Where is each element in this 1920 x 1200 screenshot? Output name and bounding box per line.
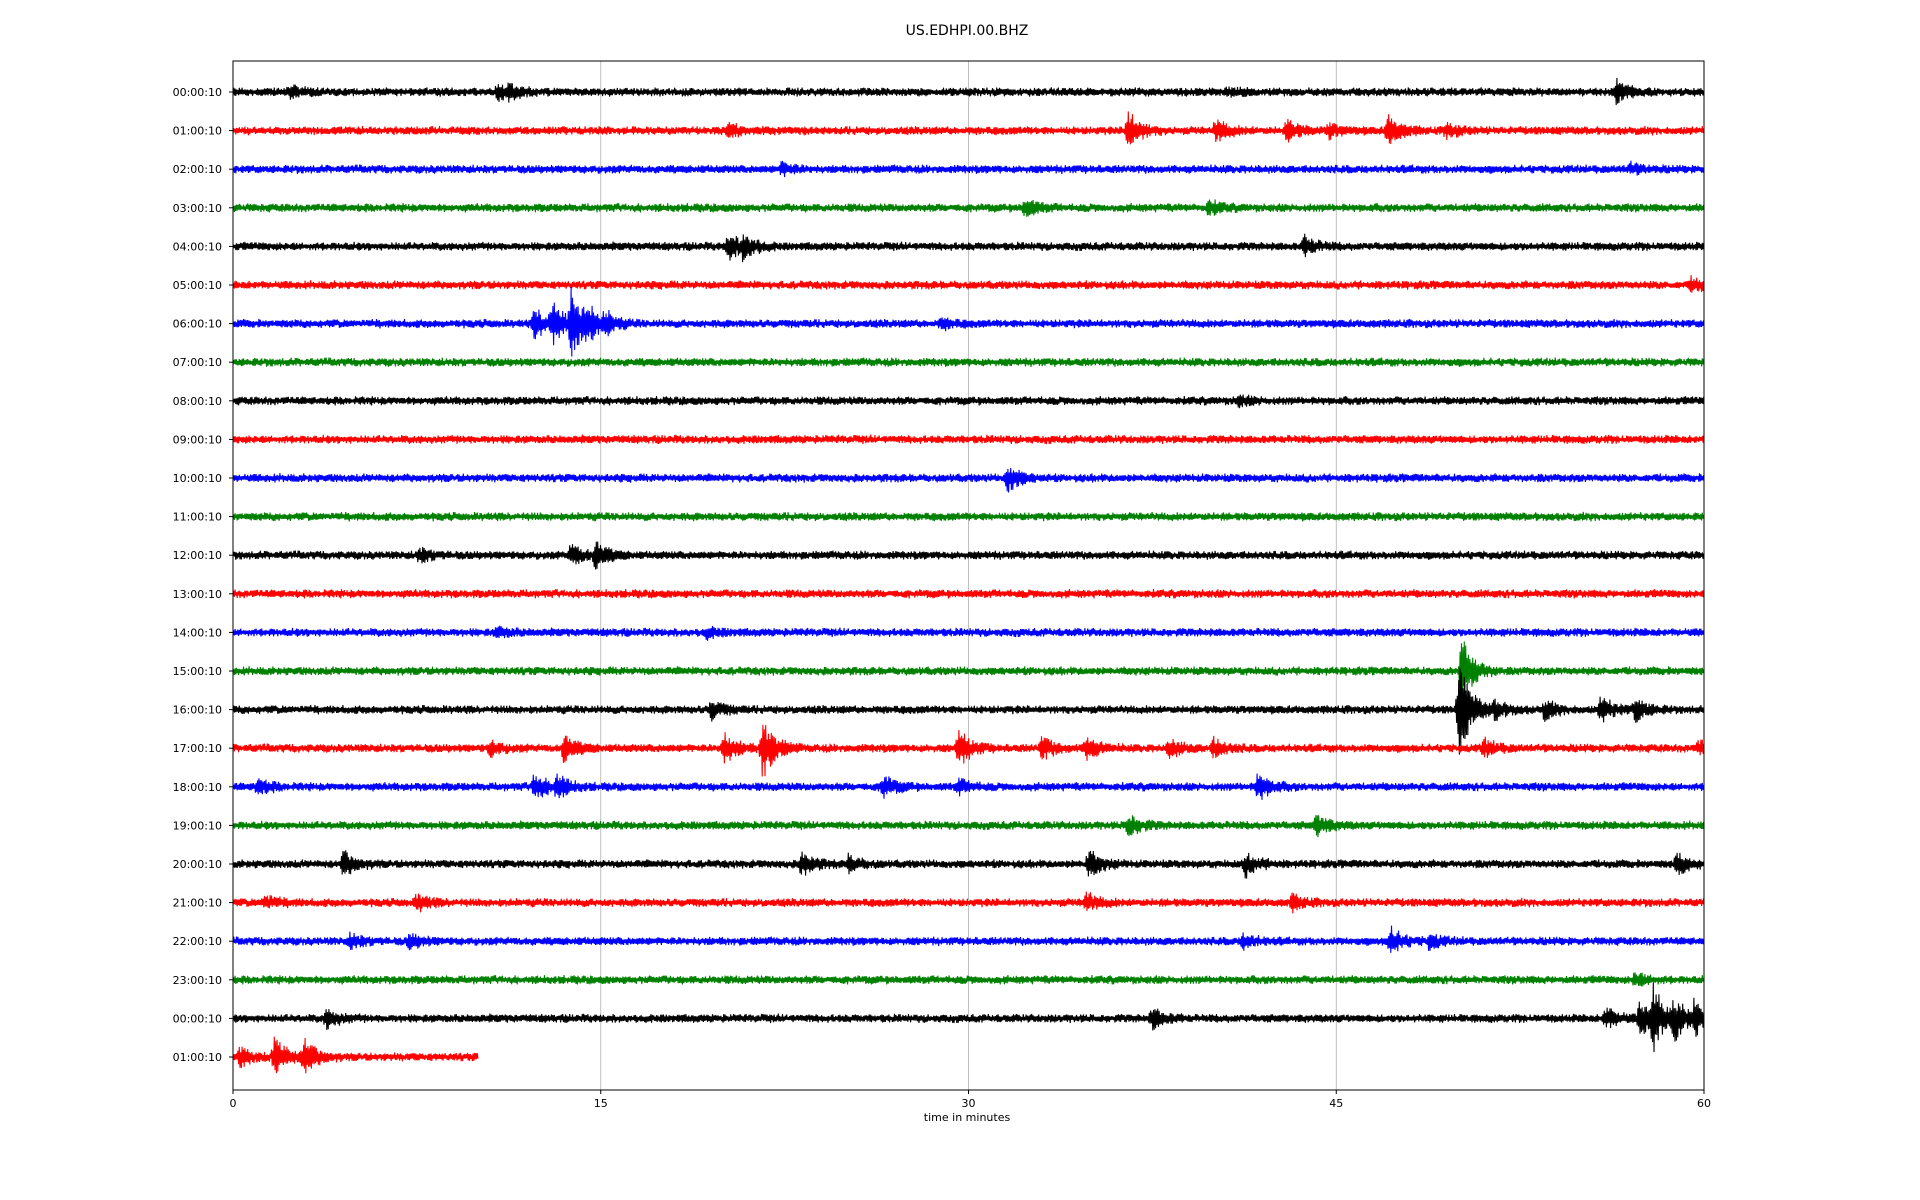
trace-24 xyxy=(232,972,1705,987)
y-tick-label-16: 15:00:10 xyxy=(173,665,222,678)
trace-13 xyxy=(232,541,1705,570)
trace-22 xyxy=(232,891,1705,914)
y-tick-label-11: 10:00:10 xyxy=(173,472,222,485)
trace-17 xyxy=(232,668,1705,755)
y-tick-label-6: 05:00:10 xyxy=(173,279,222,292)
y-tick-label-19: 18:00:10 xyxy=(173,781,222,794)
x-tick-label-15: 15 xyxy=(594,1097,608,1110)
x-tick-label-45: 45 xyxy=(1329,1097,1343,1110)
y-tick-label-18: 17:00:10 xyxy=(173,742,222,755)
trace-11 xyxy=(232,467,1705,493)
trace-8 xyxy=(232,357,1705,368)
trace-18 xyxy=(232,724,1705,777)
trace-21 xyxy=(232,850,1705,879)
y-tick-label-1: 00:00:10 xyxy=(173,86,222,99)
trace-10 xyxy=(232,434,1705,445)
y-tick-label-15: 14:00:10 xyxy=(173,626,222,639)
y-tick-label-13: 12:00:10 xyxy=(173,549,222,562)
y-tick-label-14: 13:00:10 xyxy=(173,588,222,601)
trace-9 xyxy=(232,394,1705,409)
trace-15 xyxy=(232,625,1705,641)
x-tick-label-30: 30 xyxy=(962,1097,976,1110)
trace-14 xyxy=(232,588,1705,599)
trace-5 xyxy=(232,233,1705,263)
y-tick-label-7: 06:00:10 xyxy=(173,318,222,331)
y-tick-label-22: 21:00:10 xyxy=(173,897,222,910)
trace-2 xyxy=(232,111,1705,145)
trace-3 xyxy=(232,160,1705,178)
trace-4 xyxy=(232,199,1705,217)
trace-16 xyxy=(232,641,1705,702)
y-tick-label-3: 02:00:10 xyxy=(173,163,222,176)
y-tick-label-21: 20:00:10 xyxy=(173,858,222,871)
trace-12 xyxy=(232,511,1705,522)
gridlines xyxy=(600,61,1337,1090)
y-tick-label-17: 16:00:10 xyxy=(173,704,222,717)
trace-20 xyxy=(232,815,1705,838)
y-tick-label-5: 04:00:10 xyxy=(173,240,222,253)
y-tick-label-26: 01:00:10 xyxy=(173,1051,222,1064)
trace-1 xyxy=(232,77,1705,106)
y-tick-label-25: 00:00:10 xyxy=(173,1012,222,1025)
y-tick-label-8: 07:00:10 xyxy=(173,356,222,369)
y-tick-label-10: 09:00:10 xyxy=(173,433,222,446)
y-tick-label-20: 19:00:10 xyxy=(173,819,222,832)
trace-group xyxy=(232,77,1705,1074)
trace-26 xyxy=(232,1036,479,1074)
y-tick-label-2: 01:00:10 xyxy=(173,125,222,138)
x-axis-label: time in minutes xyxy=(924,1111,1011,1124)
trace-7 xyxy=(232,287,1705,357)
chart-title: US.EDHPI.00.BHZ xyxy=(906,23,1029,39)
y-tick-label-12: 11:00:10 xyxy=(173,511,222,524)
trace-6 xyxy=(232,275,1705,293)
x-tick-label-60: 60 xyxy=(1697,1097,1711,1110)
trace-19 xyxy=(232,773,1705,800)
x-tick-label-0: 0 xyxy=(230,1097,237,1110)
trace-25 xyxy=(232,982,1705,1053)
y-tick-label-23: 22:00:10 xyxy=(173,935,222,948)
y-tick-labels: 00:00:10 01:00:10 02:00:10 03:00:10 04:00:10… xyxy=(173,86,233,1064)
y-tick-label-9: 08:00:10 xyxy=(173,395,222,408)
y-tick-label-4: 03:00:10 xyxy=(173,202,222,215)
y-tick-label-24: 23:00:10 xyxy=(173,974,222,987)
trace-23 xyxy=(232,925,1705,953)
x-ticks: 0 15 30 45 60 xyxy=(230,1090,1711,1110)
